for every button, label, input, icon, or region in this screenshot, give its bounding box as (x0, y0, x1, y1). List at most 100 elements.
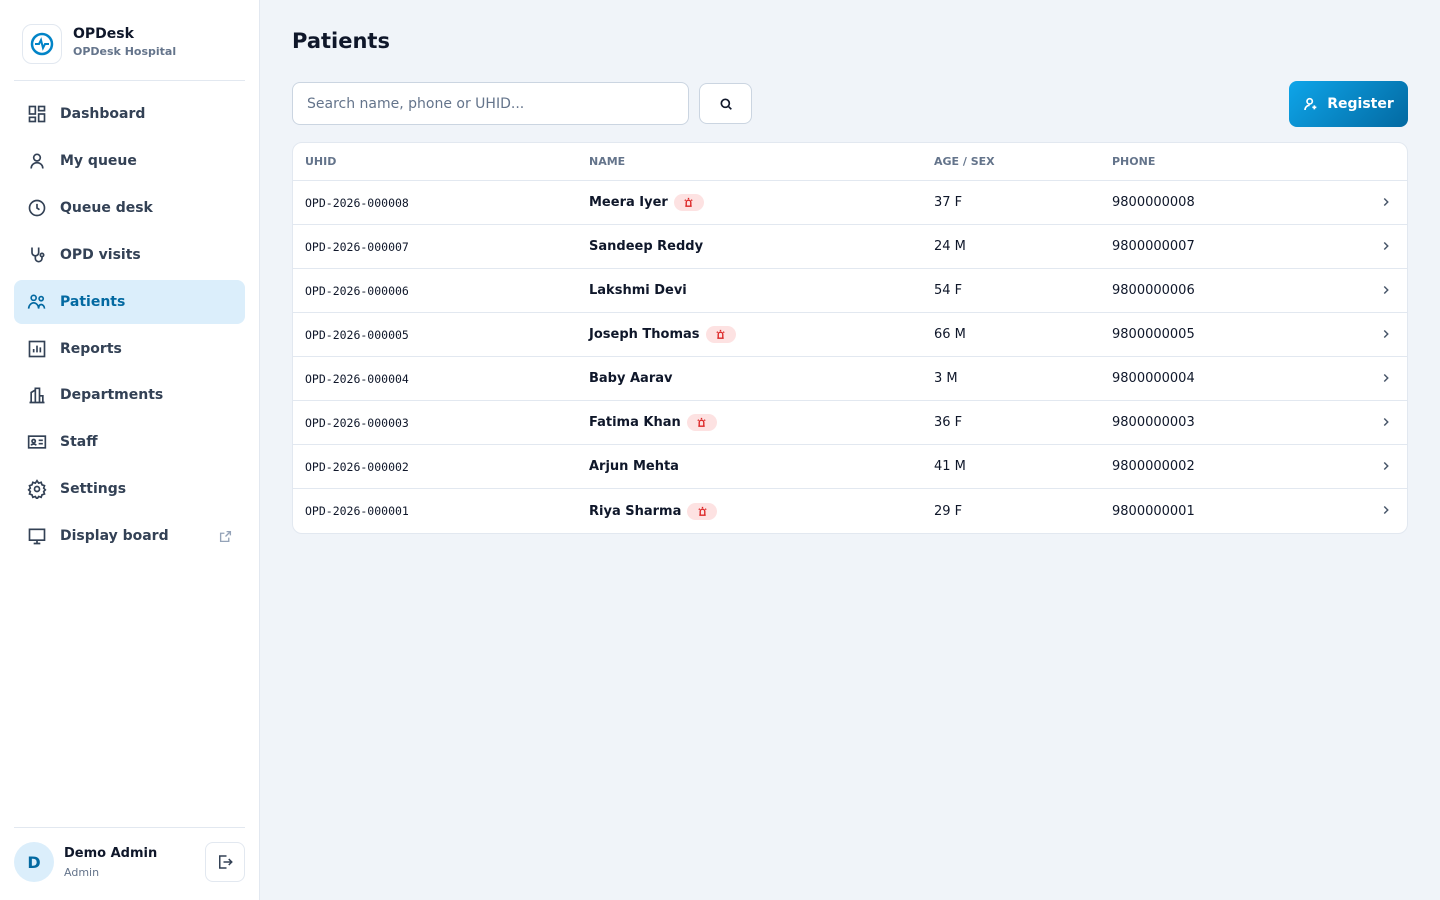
brand-name: OPDesk (73, 26, 134, 42)
logout-button[interactable] (205, 842, 245, 882)
nav-item[interactable]: Reports (14, 327, 245, 371)
phone: 9800000006 (1112, 283, 1195, 298)
cell: 9800000005 (1112, 313, 1195, 356)
cell: 37 F (934, 181, 962, 224)
cell: Lakshmi Devi (589, 269, 687, 312)
nav-icon (28, 199, 46, 217)
nav-label: Dashboard (60, 106, 146, 122)
nav-icon (27, 294, 46, 309)
nav-icon (28, 105, 46, 123)
nav-item[interactable]: Staff (14, 420, 245, 464)
phone: 9800000004 (1112, 371, 1195, 386)
nav-item[interactable]: Dashboard (14, 92, 245, 136)
table-row[interactable]: OPD-2026-000002 Arjun Mehta 41 M 9800000002 (293, 445, 1407, 489)
nav-icon (27, 479, 47, 500)
nav-label: OPD visits (60, 246, 141, 263)
age-sex: 66 M (934, 327, 966, 342)
nav-item[interactable]: Departments (14, 373, 245, 417)
cell: 9800000008 (1112, 181, 1195, 224)
nav-item[interactable]: Settings (14, 467, 245, 511)
alert-badge (705, 326, 736, 343)
user-name: Demo Admin (64, 846, 158, 861)
age-sex: 37 F (934, 195, 963, 210)
nav-label: Queue desk (60, 199, 153, 216)
row-chevron (1383, 417, 1389, 427)
nav-label: Display board (60, 528, 169, 545)
cell: 24 M (934, 225, 966, 268)
phone: 9800000005 (1112, 327, 1195, 342)
cell: 9800000006 (1112, 269, 1195, 312)
name: Sandeep Reddy (589, 239, 704, 254)
name: Baby Aarav (589, 371, 673, 386)
age-sex: 41 M (934, 459, 966, 474)
age-sex: 36 F (934, 415, 963, 430)
nav-item[interactable]: OPD visits (14, 233, 245, 277)
uhid: OPD-2026-000001 (305, 504, 409, 518)
register-button[interactable]: Register (1289, 81, 1408, 127)
alert-badge (687, 502, 718, 520)
age-sex: 29 F (934, 503, 963, 519)
cell: 9800000001 (1112, 489, 1195, 533)
nav-item[interactable]: Queue desk (14, 186, 245, 230)
search-button[interactable] (699, 83, 752, 124)
patients-table: UHID NAME AGE / SEX PHONE OPD-2026-000008 Mee… (292, 142, 1408, 534)
nav-item[interactable]: Patients (14, 279, 245, 324)
table-row[interactable]: OPD-2026-000007 Sandeep Reddy 24 M 98000000… (293, 225, 1407, 269)
phone: 9800000003 (1112, 415, 1195, 430)
table-row[interactable]: OPD-2026-000004 Baby Aarav 3 M 9800000004 (293, 357, 1407, 401)
name: Lakshmi Devi (589, 283, 687, 298)
search-input[interactable]: Search name, phone or UHID... (292, 82, 689, 125)
uhid: OPD-2026-000008 (305, 195, 409, 210)
cell: 29 F (934, 489, 962, 533)
table-row[interactable]: OPD-2026-000006 Lakshmi Devi 54 F 980000000… (293, 269, 1407, 313)
divider (14, 827, 245, 828)
table-row[interactable]: OPD-2026-000005 Joseph Thomas 66 M 98000000… (293, 313, 1407, 357)
column-header: PHONE (1112, 155, 1156, 168)
name: Riya Sharma (589, 503, 682, 519)
cell: OPD-2026-000001 (305, 489, 409, 533)
cell: OPD-2026-000005 (305, 313, 409, 356)
cell: OPD-2026-000003 (305, 401, 409, 444)
column-header: NAME (589, 155, 626, 168)
sidebar: OPDesk OPDesk Hospital Dashboard My queue… (0, 0, 260, 900)
table-row[interactable]: OPD-2026-000008 Meera Iyer 37 F 9800000008 (293, 181, 1407, 225)
phone: 9800000007 (1112, 239, 1195, 254)
table-row[interactable]: OPD-2026-000001 Riya Sharma 29 F 9800000001 (293, 489, 1407, 533)
column-header: UHID (305, 155, 337, 168)
nav-icon (30, 153, 44, 169)
nav-icon (27, 435, 47, 449)
alert-badge (673, 194, 704, 211)
uhid: OPD-2026-000003 (305, 415, 409, 430)
cell: Joseph Thomas (589, 313, 736, 356)
cell: Riya Sharma (589, 489, 718, 533)
age-sex: 54 F (934, 283, 963, 298)
brand-subtitle: OPDesk Hospital (73, 45, 177, 58)
cell: 9800000007 (1112, 225, 1195, 268)
age-sex: 3 M (934, 371, 958, 386)
column-header: AGE / SEX (934, 155, 995, 168)
nav-label: Patients (60, 293, 126, 310)
cell: 66 M (934, 313, 966, 356)
cell: 9800000003 (1112, 401, 1195, 444)
nav-icon (28, 340, 46, 357)
nav-icon (29, 387, 45, 404)
nav-item[interactable]: My queue (14, 139, 245, 183)
cell: OPD-2026-000004 (305, 357, 409, 400)
row-chevron (1383, 505, 1389, 515)
name: Joseph Thomas (589, 327, 700, 342)
age-sex: 24 M (934, 239, 966, 254)
name: Meera Iyer (589, 195, 668, 210)
name: Arjun Mehta (589, 459, 679, 474)
uhid: OPD-2026-000006 (305, 283, 409, 298)
cell: Arjun Mehta (589, 445, 679, 488)
row-chevron (1383, 373, 1389, 383)
uhid: OPD-2026-000005 (305, 327, 409, 342)
logo (22, 24, 62, 64)
table-row[interactable]: OPD-2026-000003 Fatima Khan 36 F 9800000003 (293, 401, 1407, 445)
nav-label: Reports (60, 340, 122, 357)
nav-item[interactable]: Display board (14, 514, 245, 558)
cell: Baby Aarav (589, 357, 672, 400)
uhid: OPD-2026-000007 (305, 239, 409, 254)
